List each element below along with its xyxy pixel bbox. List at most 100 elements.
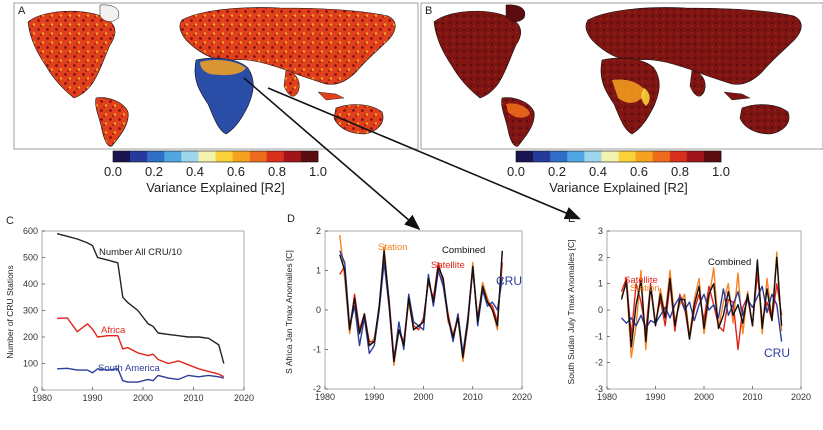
colorbar-swatch: [516, 151, 534, 162]
colorbar-swatch: [181, 151, 199, 162]
map-a-india: [283, 69, 300, 97]
colorbar-swatch: [601, 151, 619, 162]
map-b-greenland: [505, 4, 526, 22]
y-tick-label: 500: [23, 253, 38, 263]
colorbar-tick-label: 0.4: [589, 164, 607, 179]
panel-d-label: D: [287, 213, 295, 225]
colorbar-title: Variance Explained [R2]: [549, 180, 688, 195]
colorbar-tick-label: 0.0: [104, 164, 122, 179]
colorbar-swatch: [164, 151, 182, 162]
x-tick-label: 1990: [82, 393, 102, 403]
map-a-north-america: [27, 10, 116, 99]
colorbar-swatch: [113, 151, 131, 162]
panel-d-label-cru: CRU: [496, 274, 522, 288]
x-tick-label: 2010: [183, 393, 203, 403]
y-tick-label: -2: [595, 358, 603, 368]
panel-c-label-africa: Africa: [101, 325, 126, 336]
colorbar-swatch: [283, 151, 302, 162]
series-line-cru: [339, 250, 503, 363]
map-a-south-america: [95, 97, 129, 147]
y-tick-label: 0: [316, 305, 321, 315]
map-b-africa-east: [641, 88, 650, 106]
colorbar-swatch: [635, 151, 653, 162]
x-tick-label: 2000: [133, 393, 153, 403]
colorbar-tick-label: 1.0: [309, 164, 327, 179]
colorbar-swatch: [618, 151, 636, 162]
panel-d-label-station: Station: [378, 242, 408, 253]
map-a-sahara-warm: [200, 60, 246, 76]
arrow-to-panel-d: [243, 77, 421, 231]
y-tick-label: 3: [598, 226, 603, 236]
map-b-australia: [739, 104, 790, 135]
colorbar-swatch: [533, 151, 551, 162]
colorbar-swatch: [584, 151, 602, 162]
colorbar-swatch: [567, 151, 585, 162]
x-tick-label: 1990: [364, 392, 384, 402]
colorbar-tick-label: 0.0: [507, 164, 525, 179]
series-line-combined: [620, 256, 783, 348]
map-a-indonesia: [317, 91, 345, 101]
panel-e-label-satellite: Satellite: [624, 275, 658, 286]
colorbar-swatch: [266, 151, 285, 162]
colorbar-tick-label: 0.8: [671, 164, 689, 179]
colorbar-swatch: [130, 151, 148, 162]
panel-e-label: E: [568, 213, 575, 225]
x-tick-label: 2020: [234, 393, 254, 403]
series-line-number-all-cru-10: [56, 233, 225, 364]
colorbar-frame: [112, 150, 319, 163]
y-tick-label: 1: [598, 279, 603, 289]
colorbar-swatch: [147, 151, 165, 162]
map-a-label: A: [18, 5, 26, 17]
map-a-greenland: [99, 4, 120, 22]
series-line-africa: [57, 317, 225, 378]
colorbar-tick-label: 1.0: [712, 164, 730, 179]
colorbar-swatch: [669, 151, 688, 162]
panel-d-label-combined: Combined: [442, 245, 485, 256]
x-tick-label: 1990: [645, 392, 665, 402]
colorbar-tick-label: 0.6: [227, 164, 245, 179]
panel-d-label-satellite: Satellite: [431, 260, 465, 271]
x-tick-label: 1980: [597, 392, 617, 402]
colorbar-tick-label: 0.8: [268, 164, 286, 179]
panel-c-label-all: Number All CRU/10: [99, 247, 182, 258]
y-tick-label: -1: [595, 331, 603, 341]
panel-c-ylabel: Number of CRU Stations: [5, 265, 15, 359]
y-tick-label: 0: [598, 305, 603, 315]
x-tick-label: 2020: [512, 392, 532, 402]
panel-e-label-combined: Combined: [708, 257, 751, 268]
series-line-satellite: [339, 257, 503, 359]
map-b-indonesia: [723, 91, 751, 101]
map-b-label: B: [425, 5, 432, 17]
map-a-europe-asia: [179, 7, 396, 85]
series-line-south-america: [57, 367, 224, 383]
colorbar-swatch: [550, 151, 568, 162]
x-tick-label: 2000: [694, 392, 714, 402]
y-tick-label: 200: [23, 332, 38, 342]
panel-c-label: C: [6, 215, 14, 227]
map-b: B: [420, 2, 823, 150]
panel-d: D S Africa Jan Tmax Anomalies [C] 1980 19…: [284, 213, 532, 402]
panel-e: E South Sudan July Tmax Anomalies [C] 19…: [566, 213, 811, 402]
colorbar-tick-label: 0.4: [186, 164, 204, 179]
x-tick-label: 2020: [791, 392, 811, 402]
panel-e-ylabel: South Sudan July Tmax Anomalies [C]: [566, 240, 576, 385]
y-tick-label: -2: [313, 384, 321, 394]
y-tick-label: 1: [316, 266, 321, 276]
panel-e-label-cru: CRU: [764, 346, 790, 360]
y-tick-label: 100: [23, 359, 38, 369]
colorbar-swatch: [249, 151, 268, 162]
x-tick-label: 2010: [463, 392, 483, 402]
x-tick-label: 1980: [315, 392, 335, 402]
panel-e-label-station: Station: [630, 283, 660, 294]
y-tick-label: 2: [316, 226, 321, 236]
colorbar-swatch: [232, 151, 250, 162]
y-tick-label: -1: [313, 345, 321, 355]
y-tick-label: 2: [598, 252, 603, 262]
y-tick-label: 400: [23, 279, 38, 289]
panel-d-ylabel: S Africa Jan Tmax Anomalies [C]: [284, 250, 294, 374]
x-tick-label: 1980: [32, 393, 52, 403]
y-tick-label: 600: [23, 226, 38, 236]
map-b-amazon-warm: [506, 103, 530, 118]
map-b-europe-asia: [585, 7, 802, 85]
